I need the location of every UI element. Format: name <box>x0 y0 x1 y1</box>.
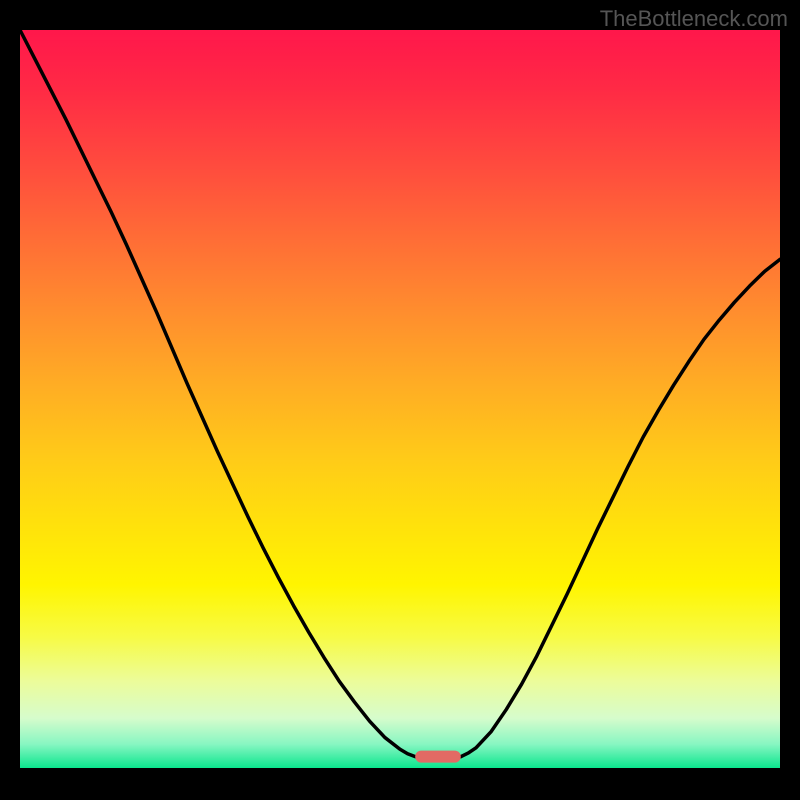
optimal-marker <box>415 751 461 763</box>
watermark-text: TheBottleneck.com <box>600 6 788 32</box>
bottleneck-chart: TheBottleneck.com <box>0 0 800 800</box>
chart-svg <box>0 0 800 800</box>
